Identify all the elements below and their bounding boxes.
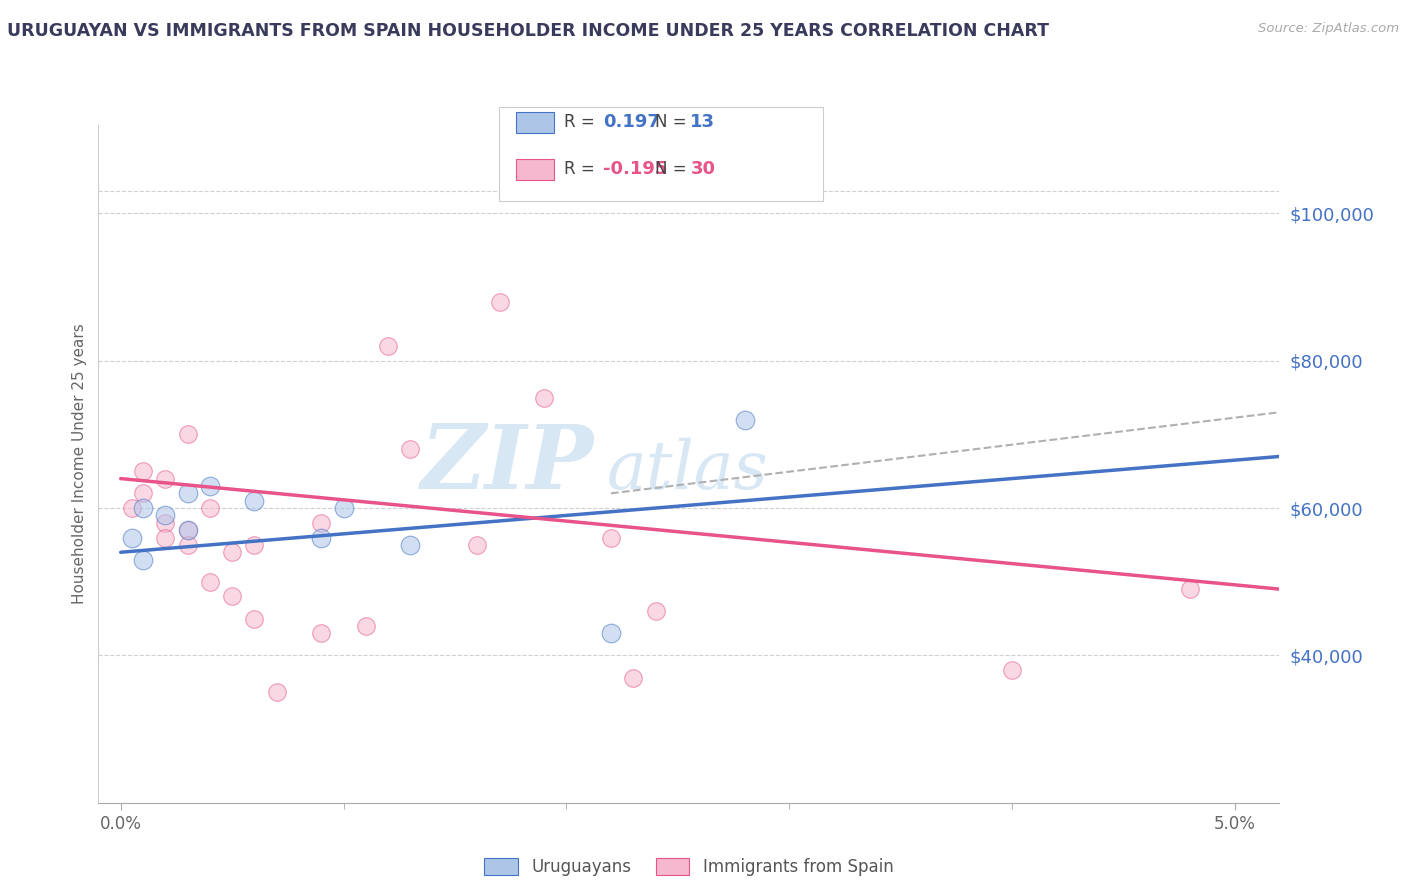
- Point: [198, 574, 221, 589]
- Point: [132, 464, 155, 478]
- Point: [621, 671, 644, 685]
- Point: [243, 611, 266, 625]
- Point: [221, 545, 243, 559]
- Text: atlas: atlas: [606, 438, 768, 503]
- Point: [354, 619, 377, 633]
- Point: [734, 412, 756, 426]
- Point: [155, 472, 177, 486]
- Text: -0.195: -0.195: [603, 161, 668, 178]
- Text: R =: R =: [564, 113, 600, 131]
- Text: N =: N =: [655, 113, 692, 131]
- Point: [377, 339, 399, 353]
- Point: [176, 538, 198, 552]
- Point: [221, 590, 243, 604]
- Point: [121, 501, 143, 516]
- Text: 13: 13: [690, 113, 716, 131]
- Point: [488, 294, 510, 309]
- Point: [1001, 663, 1024, 677]
- Text: 30: 30: [690, 161, 716, 178]
- Point: [155, 508, 177, 523]
- Point: [132, 501, 155, 516]
- Text: ZIP: ZIP: [420, 421, 595, 507]
- Point: [309, 531, 332, 545]
- Legend: Uruguayans, Immigrants from Spain: Uruguayans, Immigrants from Spain: [478, 851, 900, 882]
- Point: [132, 486, 155, 500]
- Y-axis label: Householder Income Under 25 years: Householder Income Under 25 years: [72, 324, 87, 604]
- Point: [198, 479, 221, 493]
- Point: [155, 531, 177, 545]
- Text: 0.197: 0.197: [603, 113, 659, 131]
- Point: [600, 531, 623, 545]
- Point: [176, 486, 198, 500]
- Text: Source: ZipAtlas.com: Source: ZipAtlas.com: [1258, 22, 1399, 36]
- Point: [332, 501, 354, 516]
- Text: R =: R =: [564, 161, 600, 178]
- Point: [399, 442, 422, 456]
- Point: [600, 626, 623, 640]
- Point: [1180, 582, 1202, 596]
- Point: [155, 516, 177, 530]
- Text: N =: N =: [655, 161, 692, 178]
- Point: [176, 523, 198, 537]
- Point: [266, 685, 288, 699]
- Text: URUGUAYAN VS IMMIGRANTS FROM SPAIN HOUSEHOLDER INCOME UNDER 25 YEARS CORRELATION: URUGUAYAN VS IMMIGRANTS FROM SPAIN HOUSE…: [7, 22, 1049, 40]
- Point: [309, 626, 332, 640]
- Point: [176, 523, 198, 537]
- Point: [243, 538, 266, 552]
- Point: [465, 538, 488, 552]
- Point: [309, 516, 332, 530]
- Point: [644, 604, 666, 618]
- Point: [121, 531, 143, 545]
- Point: [132, 552, 155, 566]
- Point: [533, 391, 555, 405]
- Point: [176, 427, 198, 442]
- Point: [399, 538, 422, 552]
- Point: [198, 501, 221, 516]
- Point: [243, 493, 266, 508]
